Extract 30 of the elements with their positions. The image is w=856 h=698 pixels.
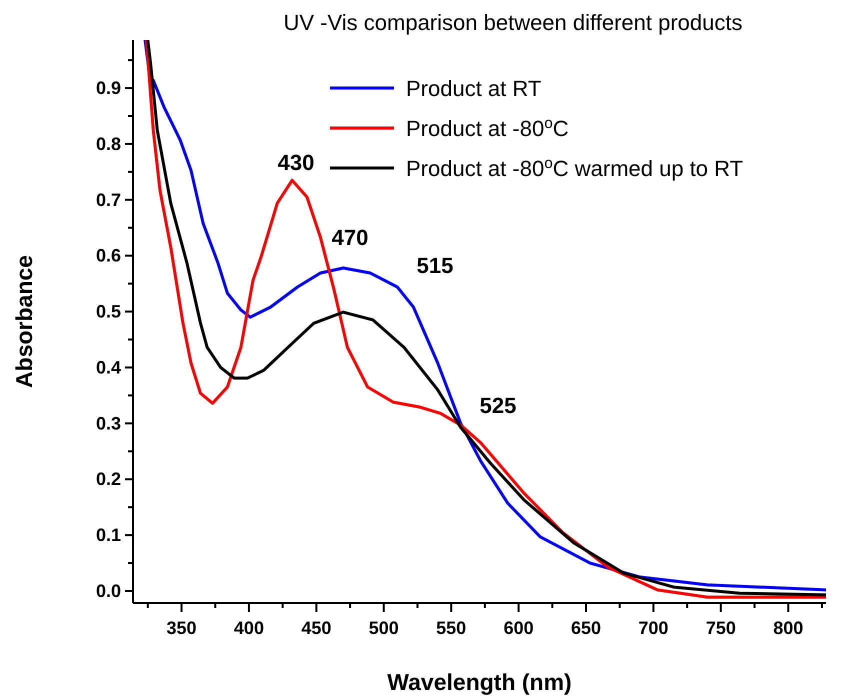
- x-tick-label: 650: [570, 618, 602, 638]
- legend-label: Product at RT: [406, 76, 542, 101]
- y-tick-label: 0.4: [96, 357, 121, 378]
- x-tick-label: 350: [166, 618, 197, 638]
- x-tick-label: 550: [436, 618, 466, 638]
- legend-label: Product at -80$^{o}$C: [406, 114, 569, 141]
- annotation: 470: [332, 225, 368, 250]
- x-tick-label: 750: [706, 618, 736, 638]
- annotation: 430: [278, 150, 314, 175]
- x-tick-label: 800: [773, 618, 804, 638]
- x-tick-label: 450: [301, 618, 332, 638]
- y-tick-label: 0.2: [96, 469, 121, 490]
- annotation: 515: [416, 253, 454, 278]
- y-tick-label: 0.9: [96, 78, 121, 98]
- y-axis-title: Absorbance: [11, 255, 37, 388]
- y-tick-label: 0.3: [96, 413, 121, 434]
- y-tick-label: 0.1: [96, 525, 121, 546]
- y-tick-label: 0.6: [96, 246, 121, 266]
- x-tick-label: 400: [234, 618, 264, 638]
- chart-title: UV -Vis comparison between different products: [284, 10, 742, 35]
- y-tick-label: 0.7: [96, 190, 121, 210]
- annotation: 525: [480, 393, 516, 418]
- x-axis-title: Wavelength (nm): [387, 669, 572, 695]
- x-tick-label: 600: [504, 618, 534, 638]
- x-tick-label: 500: [368, 618, 399, 638]
- y-tick-label: 0.8: [96, 134, 121, 154]
- x-tick-label: 700: [638, 618, 668, 638]
- y-tick-label: 0.0: [96, 580, 121, 601]
- y-tick-label: 0.5: [96, 302, 121, 322]
- legend-label: Product at -80$^{o}$C warmed up to RT: [406, 154, 744, 181]
